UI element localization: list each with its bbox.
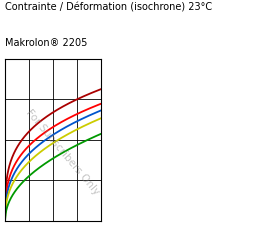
Text: For Subscribers Only: For Subscribers Only	[24, 108, 101, 197]
Text: Contrainte / Déformation (isochrone) 23°C: Contrainte / Déformation (isochrone) 23°…	[5, 2, 212, 12]
Text: Makrolon® 2205: Makrolon® 2205	[5, 38, 88, 48]
